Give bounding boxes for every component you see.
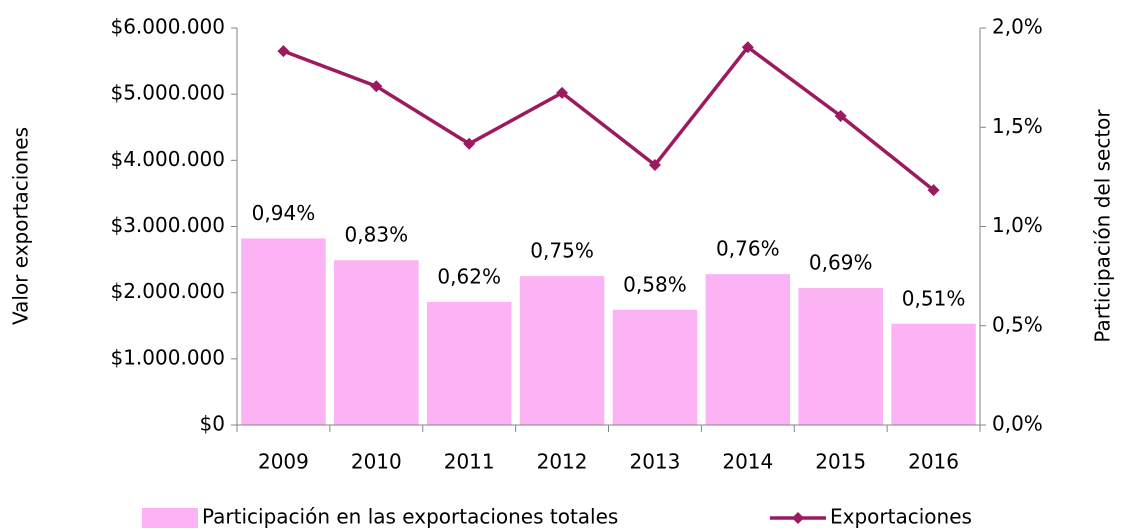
x-tick-label: 2015 — [815, 450, 866, 474]
line-marker — [741, 41, 754, 54]
data-label: 0,94% — [252, 201, 316, 225]
y-tick-label: $3.000.000 — [110, 213, 225, 237]
line-marker — [927, 184, 940, 197]
bar — [705, 274, 791, 425]
legend-label: Participación en las exportaciones total… — [202, 505, 618, 529]
x-tick-label: 2014 — [722, 450, 773, 474]
data-label: 0,62% — [437, 264, 501, 288]
data-label: 0,83% — [345, 223, 409, 247]
x-tick-label: 2011 — [444, 450, 495, 474]
x-tick-label: 2016 — [908, 450, 959, 474]
y-tick-label: $2.000.000 — [110, 279, 225, 303]
bar — [334, 260, 419, 425]
y-tick-label: $1.000.000 — [110, 345, 225, 369]
line-marker — [277, 45, 290, 58]
y2-tick-label: 1,5% — [992, 114, 1043, 138]
line-marker — [834, 110, 847, 123]
y-tick-label: $6.000.000 — [110, 15, 225, 39]
line — [282, 44, 935, 192]
data-label: 0,69% — [809, 251, 873, 275]
x-tick-label: 2010 — [351, 450, 402, 474]
bar — [891, 323, 976, 425]
y-tick-label: $0 — [200, 412, 225, 436]
y2-tick-label: 0,0% — [992, 412, 1043, 436]
line-marker — [463, 137, 476, 150]
data-label: 0,76% — [716, 237, 780, 261]
y-axis-label: Valor exportaciones — [9, 127, 33, 325]
data-label: 0,75% — [530, 239, 594, 263]
legend-swatch — [142, 508, 198, 528]
data-label: 0,51% — [902, 286, 966, 310]
x-tick-label: 2013 — [629, 450, 680, 474]
bar — [612, 309, 698, 425]
bar — [426, 301, 512, 425]
line-marker — [556, 86, 569, 99]
y2-tick-label: 0,5% — [992, 312, 1043, 336]
bar — [798, 288, 883, 425]
y-tick-label: $5.000.000 — [110, 81, 225, 105]
y2-tick-label: 1,0% — [992, 213, 1043, 237]
y-tick-label: $4.000.000 — [110, 147, 225, 171]
bar — [519, 276, 605, 425]
y2-tick-label: 2,0% — [992, 15, 1043, 39]
line-marker — [370, 80, 383, 93]
legend-label: Exportaciones — [830, 505, 972, 529]
x-tick-label: 2009 — [258, 450, 309, 474]
legend-marker — [792, 512, 804, 524]
bar — [241, 238, 326, 425]
y2-axis-label: Participación del sector — [1091, 109, 1115, 343]
data-label: 0,58% — [623, 272, 687, 296]
x-tick-label: 2012 — [537, 450, 588, 474]
line-marker — [648, 158, 661, 171]
